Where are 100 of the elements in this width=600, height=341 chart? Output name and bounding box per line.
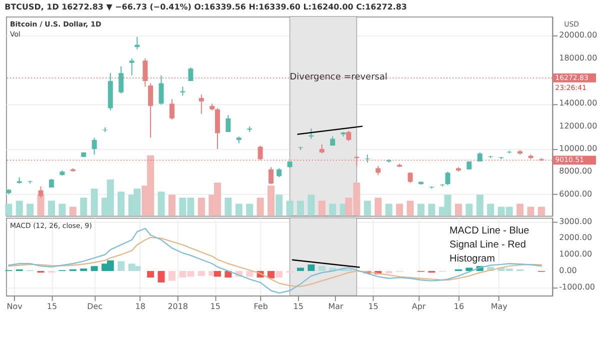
bar (224, 198, 232, 216)
y-tick-label: 1000.00 (559, 250, 592, 259)
x-tick-label: 15 (210, 302, 220, 311)
candlestick (28, 180, 33, 184)
bar (538, 206, 545, 216)
candlestick (506, 150, 512, 154)
bar (118, 192, 125, 216)
bar (58, 204, 66, 216)
annotation: Signal Line - Red (450, 240, 526, 251)
x-tick-label: Feb (254, 302, 268, 311)
candlestick (226, 114, 231, 132)
bar (158, 192, 165, 216)
x-tick-label: 15 (293, 302, 304, 311)
bar (308, 194, 315, 216)
bar (318, 266, 326, 271)
line-series (8, 236, 542, 288)
line-series (8, 228, 542, 294)
y-tick-label: -1000.00 (559, 282, 595, 292)
x-tick-label: Apr (412, 302, 426, 311)
y-tick-label: 8000.00 (559, 166, 592, 176)
bar (198, 198, 205, 216)
bar (406, 200, 414, 216)
bar (417, 204, 424, 216)
bar (268, 270, 275, 278)
bar (466, 268, 473, 271)
bar (487, 204, 494, 216)
candlestick (268, 166, 274, 185)
bar (476, 194, 484, 216)
candlestick (158, 74, 164, 106)
bar (80, 198, 88, 216)
bar (118, 261, 125, 271)
candlestick (376, 165, 381, 176)
y-tick-label: 12000.00 (559, 121, 598, 130)
bar (297, 200, 304, 216)
bar (16, 200, 23, 216)
candlestick (142, 58, 148, 88)
bar (276, 194, 283, 216)
bar (90, 266, 98, 271)
bar (364, 200, 371, 216)
bar (198, 270, 205, 276)
y-tick-label: 18000.00 (559, 53, 598, 62)
y-tick-label: 10000.00 (559, 144, 598, 153)
x-tick-label: 2018 (168, 302, 188, 311)
bar (385, 270, 392, 274)
x-tick-label: Dec (87, 302, 103, 311)
y-tick-label: 20000.00 (559, 30, 598, 40)
bar (297, 268, 304, 271)
candlestick (258, 145, 263, 161)
bar (158, 270, 165, 282)
annotation: Histogram (450, 254, 495, 265)
bar (90, 188, 98, 216)
candlestick (129, 58, 134, 76)
x-tick-label: Nov (6, 302, 23, 311)
candlestick (188, 66, 194, 82)
candlestick (215, 108, 220, 150)
bar (396, 204, 404, 216)
bar (147, 270, 154, 278)
annotation: Divergence =reversal (290, 72, 388, 82)
bar (385, 204, 392, 216)
bar (329, 204, 336, 216)
candlestick (169, 98, 174, 120)
bar (5, 204, 12, 216)
bar (428, 204, 436, 216)
bar (454, 204, 462, 216)
candlestick (477, 152, 482, 162)
candlestick (92, 137, 97, 156)
x-tick-label: 15 (368, 302, 378, 311)
bar (516, 204, 524, 216)
candlestick (276, 168, 282, 178)
candlestick (180, 86, 186, 96)
bar (286, 200, 294, 216)
x-tick-label: May (490, 302, 508, 311)
bar (527, 206, 534, 216)
bar (466, 204, 473, 216)
bar (276, 270, 283, 278)
candlestick (118, 66, 124, 94)
bar (69, 206, 76, 216)
candlestick (364, 154, 370, 164)
x-tick-label: 15 (46, 302, 58, 311)
y-tick-label: 0.00 (559, 266, 577, 275)
bar (235, 204, 242, 216)
x-tick-label: 18 (135, 302, 146, 311)
bar (26, 204, 34, 216)
candlestick (346, 130, 352, 142)
bar (224, 270, 232, 278)
bar (168, 270, 176, 281)
bar (318, 200, 326, 216)
bar (168, 194, 176, 216)
chart-title: BTCUSD, 1D 16272.83 ▼ −66.73 (−0.41%) O:16339.56 H:16339.60 L:16240.00 C:16272.83 (4, 2, 407, 12)
bar (48, 200, 55, 216)
bar (246, 270, 254, 277)
candlestick (198, 94, 204, 114)
bar (268, 186, 275, 216)
annotation: MACD Line - Blue (450, 226, 530, 237)
bar (214, 270, 221, 277)
bar (256, 198, 264, 216)
x-tick-label: 16 (454, 302, 464, 311)
x-tick-label: Mar (328, 302, 344, 311)
y-tick-label: 3000.00 (559, 216, 592, 226)
y-tick-label: 6000.00 (559, 189, 592, 198)
